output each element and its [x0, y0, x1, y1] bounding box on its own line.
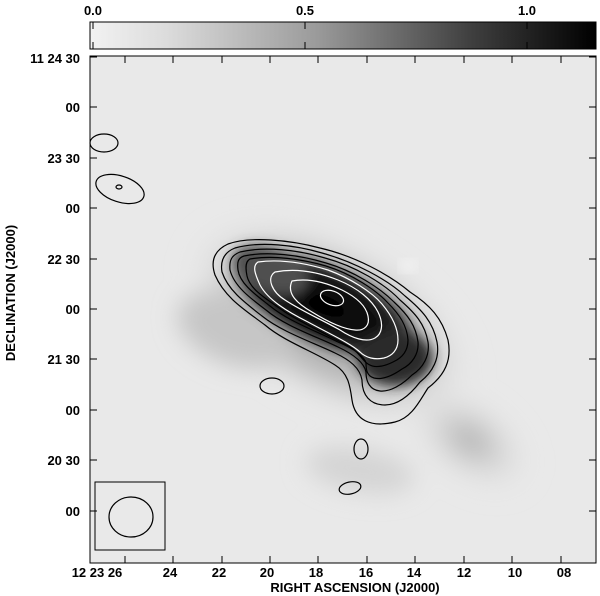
beam-ellipse [108, 496, 154, 538]
contour-outer [212, 239, 450, 425]
colorbar-label-0: 0.0 [84, 3, 102, 18]
contour-blob-4 [353, 438, 369, 460]
x-tick-label: 14 [407, 565, 422, 580]
colorbar-label-2: 1.0 [518, 3, 536, 18]
y-tick-label: 23 30 [47, 151, 80, 166]
y-ticks [90, 56, 596, 512]
x-ticks [124, 56, 562, 563]
contour-7 [270, 269, 383, 341]
y-tick-label: 00 [66, 403, 80, 418]
y-tick-label: 00 [66, 100, 80, 115]
diffuse-tail [403, 383, 537, 497]
contour-blob-5 [338, 481, 362, 495]
x-tick-label: 24 [163, 565, 178, 580]
y-tick-label: 20 30 [47, 453, 80, 468]
contour-blob-2-inner [115, 184, 123, 190]
contour-8 [289, 279, 370, 331]
contour-3 [229, 248, 429, 392]
x-tick-label: 18 [309, 565, 323, 580]
y-tick-labels: 11 24 30 00 23 30 00 22 30 00 21 30 00 2… [30, 51, 80, 519]
contour-6 [254, 260, 399, 360]
x-tick-label: 10 [508, 565, 522, 580]
y-tick-label: 00 [66, 504, 80, 519]
contour-4 [237, 253, 419, 380]
y-tick-label: 00 [66, 201, 80, 216]
x-tick-label: 08 [557, 565, 571, 580]
contour-blob-3 [259, 377, 285, 395]
y-axis-title: DECLINATION (J2000) [3, 225, 18, 361]
colorbar-ticks [92, 22, 528, 49]
contours [89, 133, 450, 495]
beam-frame [94, 481, 166, 551]
x-tick-label: 20 [260, 565, 274, 580]
colorbar-gradient [89, 21, 597, 50]
x-axis-title: RIGHT ASCENSION (J2000) [270, 580, 439, 595]
contour-peak [319, 289, 345, 307]
contour-2 [220, 243, 439, 406]
colorbar: 0.0 0.5 1.0 [84, 3, 597, 50]
x-tick-label: 12 [457, 565, 471, 580]
x-tick-label: 22 [212, 565, 226, 580]
y-tick-label: 21 30 [47, 352, 80, 367]
colorbar-label-1: 0.5 [296, 3, 314, 18]
y-tick-label: 22 30 [47, 252, 80, 267]
map-image [90, 56, 596, 563]
x-tick-label: 16 [359, 565, 373, 580]
y-tick-label: 11 24 30 [30, 51, 80, 66]
x-tick-labels: 12 23 26 24 22 20 18 16 14 12 10 08 [72, 565, 572, 580]
y-tick-label: 00 [66, 302, 80, 317]
contour-5 [245, 256, 409, 368]
x-tick-label: 12 23 26 [72, 565, 123, 580]
contour-blob-2 [95, 173, 145, 205]
beam-box [94, 481, 166, 551]
